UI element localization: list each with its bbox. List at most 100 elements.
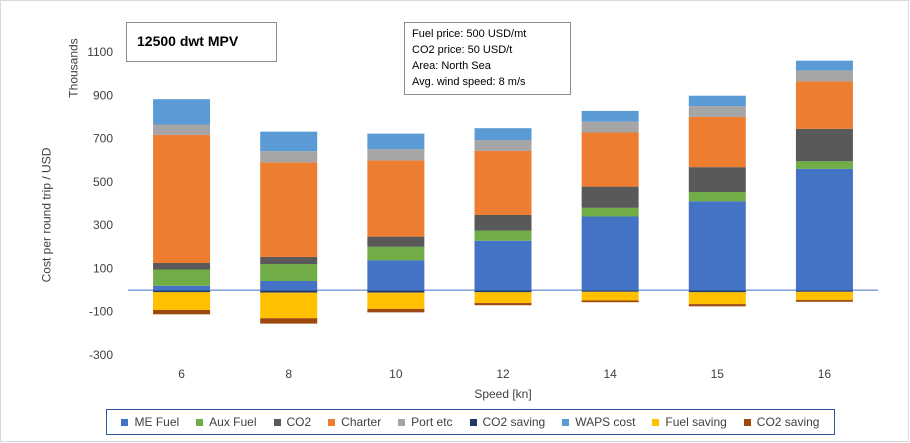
- legend-swatch: [196, 418, 204, 426]
- bar-segment-co2-saving: [153, 290, 211, 293]
- legend-label: ME Fuel: [134, 415, 180, 429]
- bar-segment-aux-fuel: [260, 264, 318, 281]
- bar-segment-me-fuel: [581, 216, 639, 291]
- bar-segment-port-etc: [367, 149, 425, 161]
- bar-segment-port-etc: [153, 124, 211, 135]
- legend-label: CO2 saving: [482, 415, 546, 429]
- y-tick-label: -100: [89, 305, 113, 319]
- y-axis-unit-label: Thousands: [66, 38, 81, 98]
- bar-segment-charter: [474, 150, 532, 215]
- bar-segment-me-fuel: [474, 240, 532, 291]
- legend-label: Port etc: [411, 415, 453, 429]
- bar-segment-fuel-saving: [474, 292, 532, 304]
- legend-label: CO2 saving: [756, 415, 820, 429]
- bar-segment-port-etc: [260, 151, 318, 163]
- bar-segment-waps-cost: [795, 60, 853, 71]
- legend-item: ME Fuel: [121, 415, 179, 429]
- bar-segment-co2-saving: [367, 290, 425, 293]
- bar-segment-port-etc: [795, 70, 853, 82]
- bar-segment-charter: [367, 160, 425, 237]
- bar-segment-co2: [260, 256, 318, 265]
- x-tick-label: 15: [711, 367, 725, 381]
- legend-swatch: [562, 418, 570, 426]
- legend-item: CO2 saving: [743, 415, 820, 429]
- bar-segment-co2: [581, 186, 639, 208]
- y-tick-label: 700: [93, 132, 113, 146]
- bar-segment-co2: [367, 236, 425, 247]
- bar-segment-me-fuel: [367, 260, 425, 291]
- bar-segment-me-fuel: [795, 168, 853, 291]
- bar-segment-co2-saving: [795, 290, 853, 292]
- info-wind-speed: Avg. wind speed: 8 m/s: [412, 76, 526, 88]
- bar-segment-co2-saving: [260, 318, 318, 324]
- x-tick-label: 6: [178, 367, 185, 381]
- info-co2-price: CO2 price: 50 USD/t: [412, 44, 513, 56]
- legend-item: Aux Fuel: [196, 415, 257, 429]
- chart-title: 12500 dwt MPV: [126, 22, 277, 62]
- bar-segment-me-fuel: [153, 285, 211, 291]
- legend-item: CO2: [273, 415, 312, 429]
- bar-segment-waps-cost: [153, 99, 211, 125]
- info-box: Fuel price: 500 USD/mt CO2 price: 50 USD…: [404, 22, 571, 95]
- bar-segment-co2-saving: [688, 304, 746, 307]
- x-tick-label: 12: [496, 367, 510, 381]
- bar-segment-co2-saving: [153, 309, 211, 315]
- legend-swatch: [469, 418, 477, 426]
- bar-segment-waps-cost: [474, 128, 532, 141]
- bar-segment-fuel-saving: [260, 292, 318, 319]
- bar-segment-co2-saving: [581, 300, 639, 303]
- bar-segment-waps-cost: [260, 131, 318, 152]
- bar-segment-co2-saving: [260, 290, 318, 293]
- x-tick-label: 10: [389, 367, 403, 381]
- bar-segment-charter: [581, 132, 639, 187]
- bar-segment-co2: [474, 214, 532, 231]
- x-tick-label: 16: [818, 367, 832, 381]
- y-tick-label: 100: [93, 261, 113, 275]
- y-tick-label: 300: [93, 218, 113, 232]
- bar-segment-co2-saving: [581, 290, 639, 292]
- x-axis-label: Speed [kn]: [474, 387, 531, 401]
- x-tick-label: 8: [285, 367, 292, 381]
- bar-segment-aux-fuel: [153, 269, 211, 286]
- x-tick-label: 14: [603, 367, 617, 381]
- legend-label: Fuel saving: [665, 415, 727, 429]
- legend-item: CO2 saving: [469, 415, 546, 429]
- bar-segment-aux-fuel: [581, 207, 639, 217]
- bar-segment-fuel-saving: [153, 292, 211, 310]
- bar-segment-charter: [795, 81, 853, 129]
- bar-segment-co2: [688, 167, 746, 193]
- legend-label: WAPS cost: [575, 415, 636, 429]
- bar-segment-fuel-saving: [367, 292, 425, 309]
- legend-label: Charter: [341, 415, 382, 429]
- y-tick-label: 500: [93, 175, 113, 189]
- legend-swatch: [328, 418, 336, 426]
- bar-segment-co2-saving: [474, 303, 532, 306]
- bar-segment-fuel-saving: [688, 292, 746, 305]
- legend-item: WAPS cost: [562, 415, 635, 429]
- bar-segment-co2-saving: [474, 290, 532, 293]
- legend-item: Fuel saving: [652, 415, 727, 429]
- bar-segment-me-fuel: [260, 280, 318, 291]
- legend-item: Charter: [328, 415, 381, 429]
- bar-segment-co2: [795, 128, 853, 162]
- bar-segment-co2: [153, 263, 211, 270]
- bar-segment-co2-saving: [688, 290, 746, 293]
- legend-swatch: [743, 418, 751, 426]
- y-tick-label: -300: [89, 348, 113, 362]
- bar-segment-aux-fuel: [795, 161, 853, 169]
- bar-segment-charter: [688, 116, 746, 168]
- y-tick-label: 1100: [87, 45, 113, 59]
- bar-segment-aux-fuel: [474, 230, 532, 241]
- legend-label: CO2: [286, 415, 312, 429]
- bar-segment-waps-cost: [688, 95, 746, 107]
- legend-swatch: [273, 418, 281, 426]
- y-tick-label: 900: [93, 88, 113, 102]
- bar-segment-waps-cost: [367, 133, 425, 150]
- legend: ME Fuel Aux Fuel CO2 Charter Port etc CO2 sav…: [106, 409, 835, 435]
- legend-label: Aux Fuel: [209, 415, 257, 429]
- bar-segment-me-fuel: [688, 201, 746, 291]
- bar-segment-fuel-saving: [795, 291, 853, 301]
- bar-segment-co2-saving: [795, 300, 853, 302]
